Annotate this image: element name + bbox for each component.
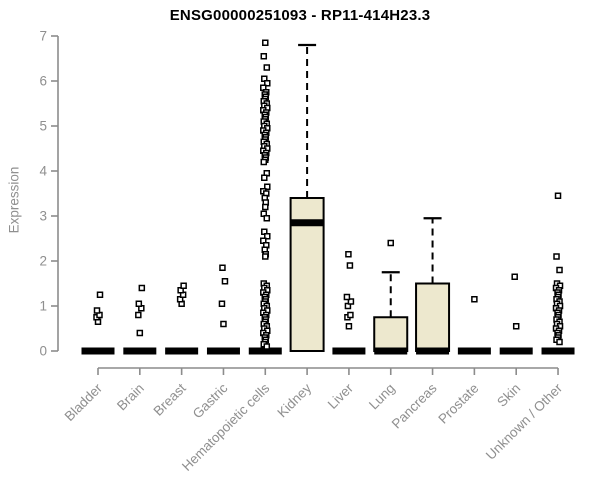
- box-lung: [373, 316, 409, 352]
- chart-title: ENSG00000251093 - RP11-414H23.3: [169, 7, 431, 24]
- median-line-lung: [374, 347, 408, 355]
- x-tick-label-unknown-other: Unknown / Other: [483, 380, 566, 463]
- outlier-point-hematopoietic-cells: [263, 64, 271, 71]
- y-tick-label-4: 4: [39, 164, 47, 179]
- median-line-brain: [123, 347, 157, 355]
- box-pancreas: [415, 282, 451, 352]
- outlier-point-liver: [347, 311, 354, 319]
- outlier-point-brain: [135, 311, 142, 319]
- y-tick-label-1: 1: [39, 299, 47, 314]
- outlier-point-skin: [512, 323, 520, 330]
- outlier-point-liver: [346, 262, 354, 269]
- y-tick-label-7: 7: [39, 29, 47, 44]
- outlier-point-hematopoietic-cells: [262, 203, 269, 211]
- outlier-point-liver: [345, 323, 353, 330]
- outlier-point-bladder: [93, 307, 101, 314]
- outlier-point-hematopoietic-cells: [262, 39, 269, 46]
- outlier-point-hematopoietic-cells: [260, 158, 268, 166]
- outlier-point-unknown-other: [554, 192, 562, 199]
- y-tick-label-6: 6: [39, 74, 47, 89]
- y-tick-label-5: 5: [39, 119, 47, 134]
- median-line-bladder: [81, 347, 115, 355]
- outlier-point-unknown-other: [553, 253, 560, 260]
- median-line-hematopoietic-cells: [248, 347, 282, 355]
- median-line-prostate: [457, 347, 491, 355]
- outlier-point-unknown-other: [556, 266, 563, 274]
- outlier-point-prostate: [471, 296, 478, 303]
- x-tick-label-lung: Lung: [366, 381, 398, 413]
- x-tick-label-skin: Skin: [494, 381, 523, 410]
- outlier-point-brain: [138, 284, 146, 292]
- median-line-liver: [332, 347, 366, 355]
- outlier-point-liver: [345, 251, 352, 258]
- x-tick-label-gastric: Gastric: [190, 380, 231, 421]
- outlier-point-gastric: [220, 320, 227, 328]
- outlier-point-unknown-other: [556, 338, 563, 346]
- outlier-point-bladder: [96, 291, 104, 298]
- outlier-point-lung: [387, 239, 394, 247]
- outlier-point-gastric: [219, 264, 226, 271]
- x-tick-label-kidney: Kidney: [274, 380, 314, 420]
- y-tick-label-3: 3: [39, 209, 47, 224]
- outlier-point-gastric: [221, 278, 229, 285]
- outlier-point-hematopoietic-cells: [263, 343, 271, 350]
- y-tick-label-0: 0: [39, 344, 47, 359]
- outlier-point-breast: [180, 282, 187, 289]
- outlier-point-hematopoietic-cells: [263, 215, 271, 222]
- outlier-point-brain: [136, 329, 144, 337]
- outlier-point-liver: [343, 293, 351, 301]
- x-tick-label-prostate: Prostate: [435, 381, 481, 427]
- median-line-unknown-other: [541, 347, 575, 355]
- outlier-point-brain: [135, 300, 143, 307]
- outlier-point-hematopoietic-cells: [260, 53, 268, 60]
- x-tick-label-liver: Liver: [325, 380, 357, 412]
- x-tick-label-bladder: Bladder: [62, 380, 106, 424]
- outlier-point-liver: [347, 298, 355, 305]
- y-tick-label-2: 2: [39, 254, 47, 269]
- outlier-point-gastric: [218, 300, 226, 307]
- x-tick-label-pancreas: Pancreas: [389, 380, 440, 431]
- outlier-point-skin: [511, 273, 518, 280]
- median-line-breast: [165, 347, 199, 355]
- outlier-point-hematopoietic-cells: [261, 174, 268, 181]
- outlier-point-hematopoietic-cells: [264, 183, 271, 190]
- outlier-point-hematopoietic-cells: [264, 80, 271, 87]
- outlier-point-hematopoietic-cells: [262, 253, 269, 260]
- median-line-skin: [499, 347, 533, 355]
- x-tick-label-brain: Brain: [114, 381, 147, 414]
- median-line-pancreas: [416, 347, 450, 355]
- median-line-kidney: [290, 219, 324, 227]
- outlier-point-hematopoietic-cells: [264, 233, 271, 240]
- x-tick-label-breast: Breast: [151, 380, 189, 418]
- median-line-gastric: [206, 347, 240, 355]
